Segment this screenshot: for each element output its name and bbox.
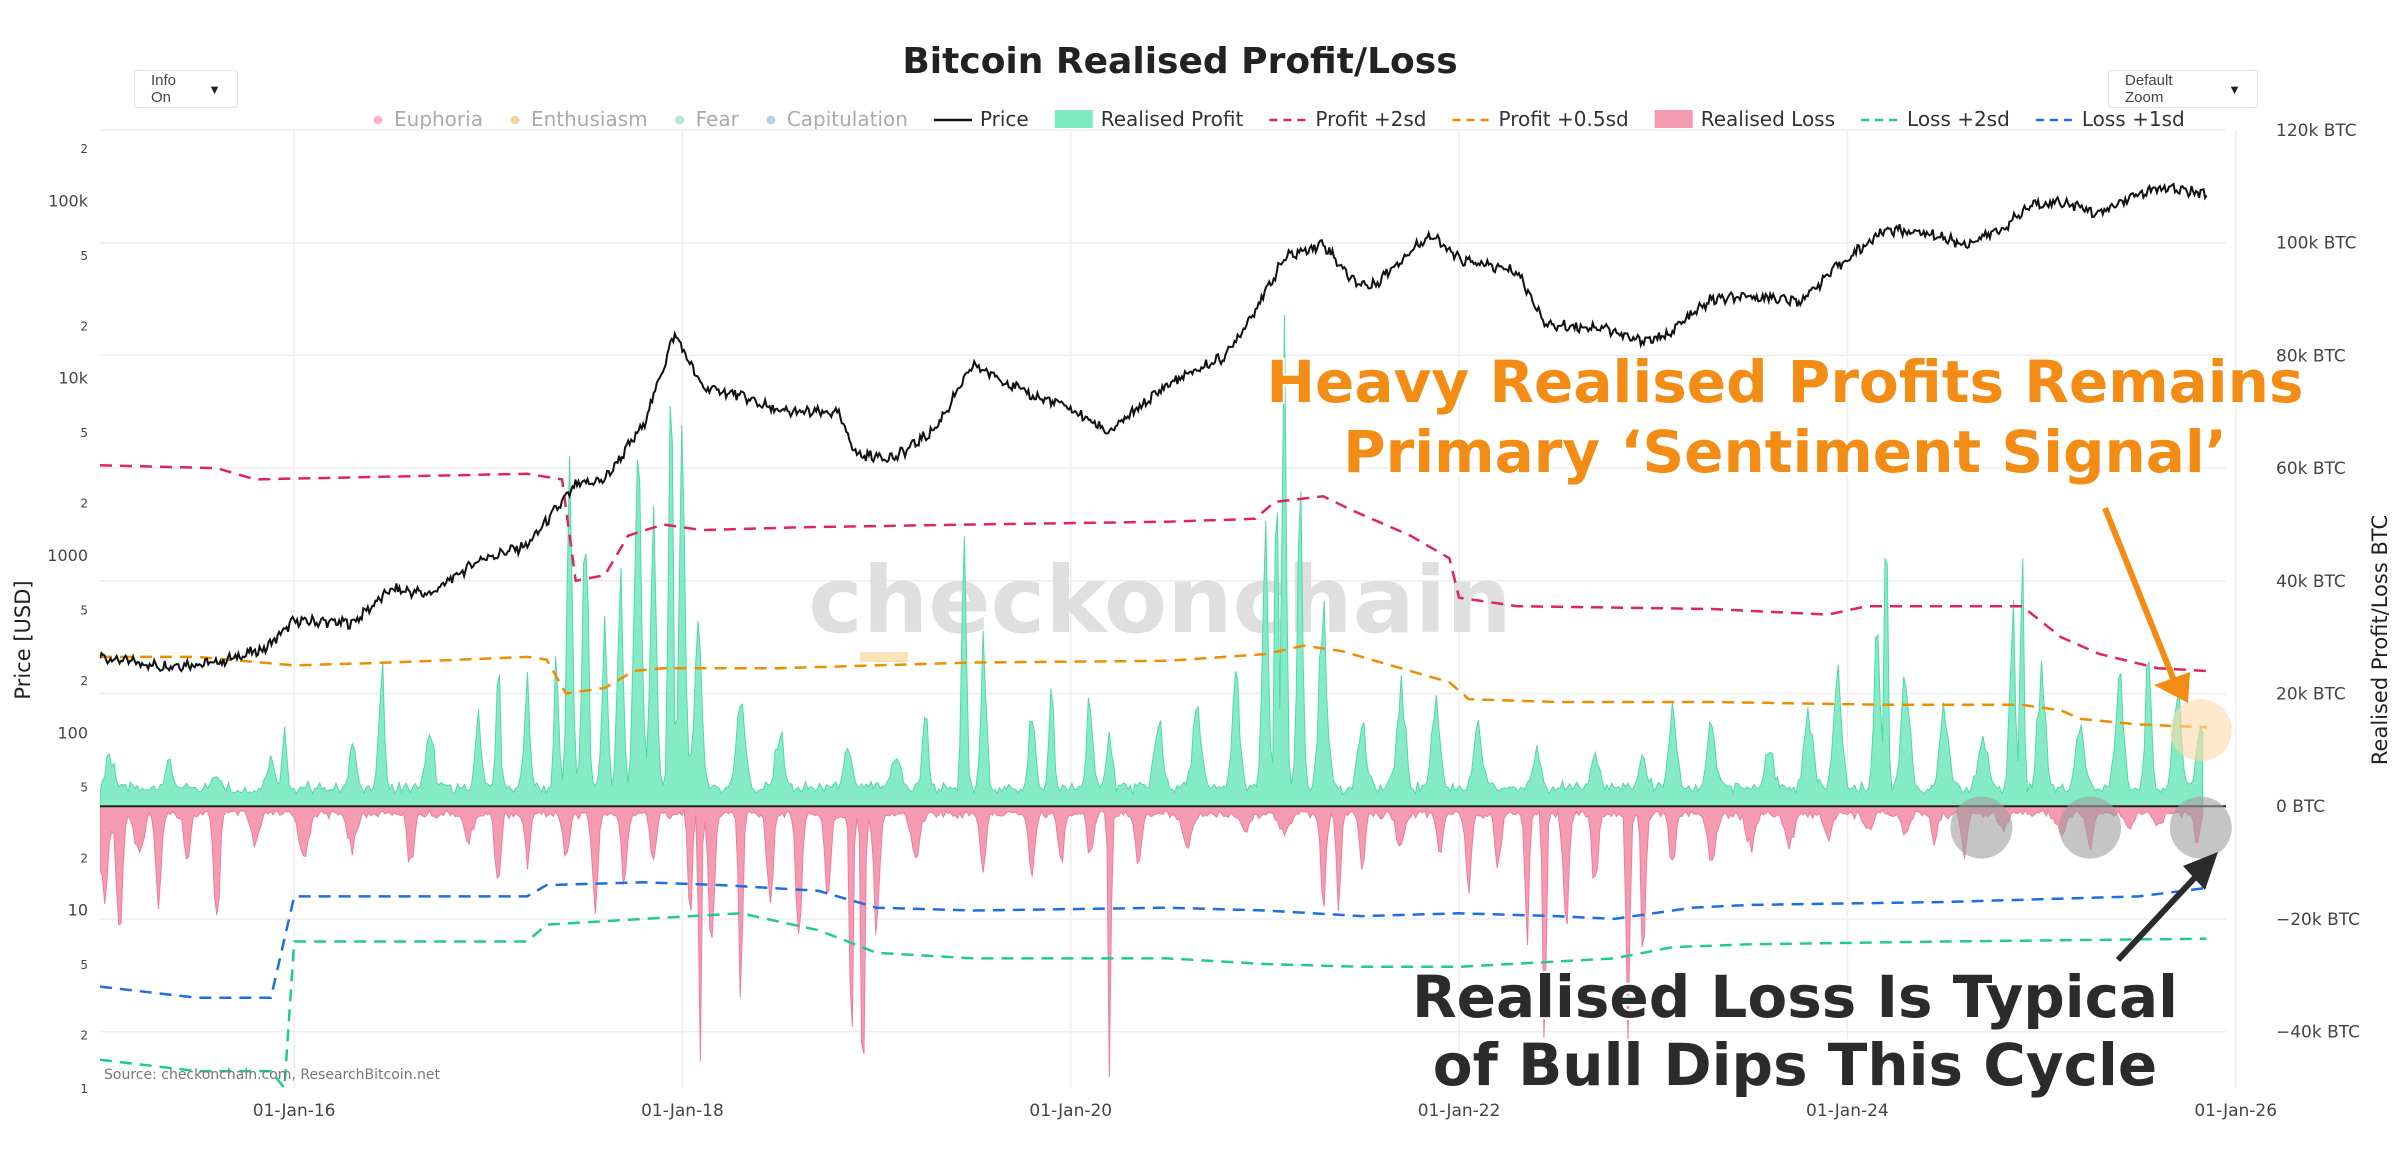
zoom-dropdown[interactable]: Default Zoom ▼ <box>2108 70 2258 108</box>
y-left-tick-label: 1000 <box>47 546 88 565</box>
y-left-tick-label: 100 <box>57 723 88 742</box>
highlight-circle-3 <box>2059 796 2122 859</box>
x-tick-label: 01-Jan-22 <box>1418 1101 1501 1121</box>
y-left-tick-label: 5 <box>80 603 88 617</box>
annotation-orange-line-2: Primary ‘Sentiment Signal’ <box>1343 418 2227 486</box>
y-axis-label-left: Price [USD] <box>11 580 35 699</box>
legend-label: Capitulation <box>787 107 908 131</box>
band-loss-2sd <box>100 912 2207 1090</box>
watermark: checkonchain <box>808 547 1512 654</box>
y-left-tick-label: 2 <box>80 674 88 688</box>
legend-marker <box>373 115 383 125</box>
legend-item-price[interactable]: Price <box>933 107 1029 131</box>
y-right-tick-label: 20k BTC <box>2276 685 2346 705</box>
y-right-tick-label: 120k BTC <box>2276 121 2357 141</box>
legend-marker <box>1054 110 1093 128</box>
legend-label: Euphoria <box>394 107 483 131</box>
info-toggle-dropdown[interactable]: Info On ▼ <box>134 70 238 108</box>
legend-label: Profit +0.5sd <box>1498 107 1628 131</box>
watermark-accent <box>860 652 908 662</box>
annotation-dark-line-2: of Bull Dips This Cycle <box>1433 1031 2157 1099</box>
x-tick-label: 01-Jan-24 <box>1806 1101 1889 1121</box>
y-left-tick-label: 5 <box>80 426 88 440</box>
legend-item-loss-1sd[interactable]: Loss +1sd <box>2035 107 2185 131</box>
highlight-circle-2 <box>1950 796 2013 859</box>
x-tick-label: 01-Jan-16 <box>253 1101 336 1121</box>
y-left-tick-label: 5 <box>80 781 88 795</box>
legend-label: Realised Loss <box>1701 107 1835 131</box>
legend-item-loss-2sd[interactable]: Loss +2sd <box>1861 107 2010 131</box>
y-left-tick-label: 10k <box>58 369 88 388</box>
y-left-tick-label: 2 <box>80 319 88 333</box>
y-left-tick-label: 2 <box>80 497 88 511</box>
legend-label: Loss +2sd <box>1907 107 2010 131</box>
highlight-circle-4 <box>2169 796 2232 859</box>
legend-label: Enthusiasm <box>531 107 648 131</box>
y-left-tick-label: 5 <box>80 249 88 263</box>
y-right-tick-label: 100k BTC <box>2276 234 2357 254</box>
legend-item-capitulation[interactable]: Capitulation <box>766 107 908 131</box>
y-right-tick-label: −20k BTC <box>2276 910 2360 930</box>
info-toggle-label: Info On <box>151 72 177 106</box>
highlight-circle-1 <box>2169 699 2232 762</box>
chart-title: Bitcoin Realised Profit/Loss <box>902 41 1457 82</box>
chevron-down-icon: ▼ <box>208 81 221 97</box>
y-right-tick-label: 0 BTC <box>2276 797 2325 817</box>
y-left-tick-label: 100k <box>48 191 89 210</box>
legend-label: Realised Profit <box>1101 107 1244 131</box>
x-tick-label: 01-Jan-18 <box>641 1101 724 1121</box>
zoom-label: Default Zoom <box>2125 72 2173 106</box>
annotation-orange-line-1: Heavy Realised Profits Remains <box>1267 348 2304 416</box>
price-line <box>100 182 2208 673</box>
y-right-tick-label: 60k BTC <box>2276 459 2346 479</box>
legend-item-fear[interactable]: Fear <box>675 107 740 131</box>
band-profit-0-5sd <box>100 644 2207 729</box>
legend-item-enthusiasm[interactable]: Enthusiasm <box>510 107 648 131</box>
y-axis-label-right: Realised Profit/Loss BTC <box>2368 515 2392 765</box>
legend-label: Loss +1sd <box>2082 107 2185 131</box>
y-left-tick-label: 2 <box>80 851 88 865</box>
y-right-tick-label: −40k BTC <box>2276 1023 2360 1043</box>
axes: 1 2 5 10 2 5 100 2 5 1000 2 5 10k 2 5 100k 2 120k BTC 100k… <box>47 121 2360 1121</box>
legend-marker <box>510 115 520 125</box>
legend: Euphoria Enthusiasm Fear Capitulation Price R… <box>373 107 2185 131</box>
y-right-tick-label: 40k BTC <box>2276 572 2346 592</box>
legend-marker <box>675 115 685 125</box>
x-tick-label: 01-Jan-20 <box>1029 1101 1112 1121</box>
legend-marker <box>766 115 776 125</box>
realised-profit-area <box>100 314 2204 807</box>
legend-item-profit-2sd[interactable]: Profit +2sd <box>1269 107 1426 131</box>
x-tick-label: 01-Jan-26 <box>2194 1101 2277 1121</box>
legend-item-realised-profit[interactable]: Realised Profit <box>1054 107 1244 131</box>
chevron-down-icon: ▼ <box>2228 81 2241 97</box>
y-right-tick-label: 80k BTC <box>2276 346 2346 366</box>
annotation-arrow-orange <box>2102 506 2190 703</box>
band-profit-2sd <box>100 464 2207 673</box>
annotation-arrow-dark <box>2115 852 2218 963</box>
y-left-tick-label: 1 <box>80 1082 88 1096</box>
source-note: Source: checkonchain.com, ResearchBitcoi… <box>104 1067 441 1083</box>
band-loss-1sd <box>100 881 2207 1000</box>
legend-label: Profit +2sd <box>1315 107 1426 131</box>
y-left-tick-label: 10 <box>68 901 88 920</box>
legend-marker <box>1654 110 1693 128</box>
legend-item-euphoria[interactable]: Euphoria <box>373 107 483 131</box>
realised-loss-area <box>100 805 2204 1077</box>
annotation-dark-line-1: Realised Loss Is Typical <box>1412 963 2178 1031</box>
legend-label: Price <box>980 107 1029 131</box>
y-left-tick-label: 5 <box>80 958 88 972</box>
legend-label: Fear <box>696 107 740 131</box>
y-left-tick-label: 2 <box>80 142 88 156</box>
y-left-tick-label: 2 <box>80 1029 88 1043</box>
legend-item-profit-0-5sd[interactable]: Profit +0.5sd <box>1452 107 1629 131</box>
legend-item-realised-loss[interactable]: Realised Loss <box>1654 107 1835 131</box>
